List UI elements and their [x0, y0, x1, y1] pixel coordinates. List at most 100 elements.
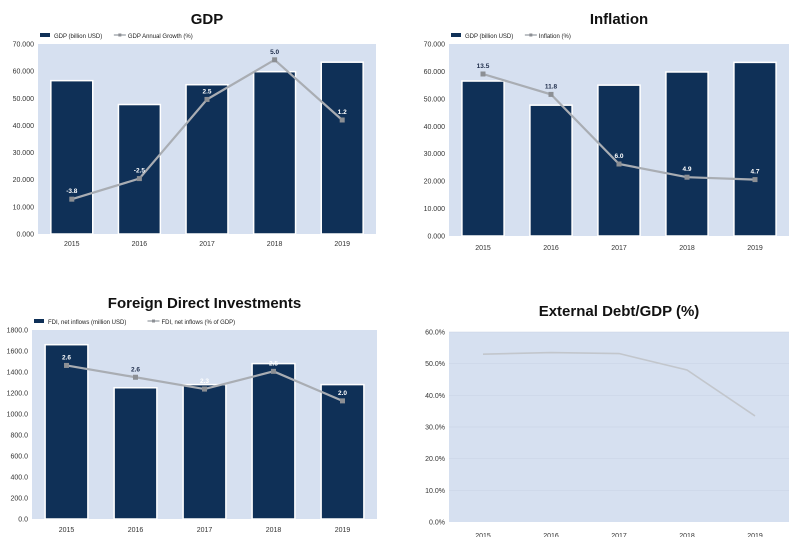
- bar: [252, 70, 297, 235]
- series-line: [482, 351, 756, 417]
- line-marker: [204, 96, 210, 102]
- y-tick-label: 1600.0: [7, 349, 29, 356]
- x-tick-label: 2018: [679, 533, 695, 537]
- bar: [320, 383, 365, 520]
- line-marker: [548, 91, 554, 97]
- bar: [113, 387, 158, 520]
- bar: [117, 103, 162, 235]
- legend-label: FDI, net inflows (million USD): [48, 320, 126, 326]
- y-tick-label: 400.0: [10, 475, 28, 482]
- y-tick-label: 10.000: [13, 204, 35, 211]
- data-label: 2.6: [131, 366, 140, 373]
- line-marker: [339, 117, 345, 123]
- line-marker: [133, 374, 138, 380]
- chart-title: Inflation: [590, 11, 648, 28]
- y-tick-label: 40.000: [424, 124, 446, 131]
- data-label: 2.6: [62, 354, 71, 361]
- bar: [185, 83, 229, 235]
- line-marker: [752, 177, 758, 183]
- data-label: 1.2: [338, 109, 347, 116]
- data-label: 4.9: [682, 166, 691, 173]
- data-label: 13.5: [477, 63, 490, 70]
- y-tick-label: 60.000: [424, 69, 446, 76]
- x-tick-label: 2015: [59, 527, 75, 534]
- chart-title: GDP: [191, 11, 224, 28]
- y-tick-label: 0.0%: [429, 520, 445, 527]
- x-tick-label: 2018: [266, 527, 282, 534]
- y-tick-label: 1200.0: [7, 391, 29, 398]
- bar: [320, 61, 364, 235]
- y-tick-label: 30.0%: [425, 425, 445, 432]
- y-tick-label: 0.0: [18, 517, 28, 524]
- bar: [461, 80, 505, 237]
- data-label: 11.8: [545, 83, 558, 90]
- legend-label: GDP (billion USD): [465, 34, 513, 40]
- legend-label: Inflation (%): [539, 34, 571, 40]
- legend-label: GDP Annual Growth (%): [128, 34, 193, 40]
- x-tick-label: 2018: [267, 241, 283, 248]
- legend-label: FDI, net inflows (% of GDP): [162, 320, 236, 326]
- bar: [529, 104, 573, 237]
- x-tick-label: 2016: [543, 533, 559, 537]
- x-tick-label: 2019: [334, 241, 350, 248]
- x-tick-label: 2016: [543, 245, 559, 252]
- y-tick-label: 800.0: [10, 433, 28, 440]
- y-tick-label: 600.0: [10, 454, 28, 461]
- x-tick-label: 2016: [128, 527, 144, 534]
- x-tick-label: 2017: [611, 533, 627, 537]
- chart-gdp: GDP 0.000 10.000 20.000 30.000 40.000 50.000 60…: [13, 11, 376, 248]
- line-marker: [480, 71, 486, 77]
- y-tick-label: 1000.0: [7, 412, 29, 419]
- line-marker: [64, 362, 69, 368]
- line-marker: [616, 161, 622, 167]
- x-tick-label: 2015: [475, 245, 491, 252]
- y-tick-label: 30.000: [13, 150, 35, 157]
- x-tick-label: 2017: [199, 241, 215, 248]
- y-tick-label: 50.0%: [425, 361, 445, 368]
- y-tick-label: 10.0%: [425, 488, 445, 495]
- legend-marker: [152, 319, 155, 323]
- bar: [733, 61, 777, 237]
- y-tick-label: 50.000: [13, 96, 35, 103]
- bar: [182, 383, 227, 520]
- x-tick-label: 2015: [475, 533, 491, 537]
- data-label: 2.5: [202, 88, 211, 95]
- y-tick-label: 70.000: [424, 42, 446, 49]
- data-label: -3.8: [66, 188, 78, 195]
- y-tick-label: 70.000: [13, 42, 35, 49]
- y-tick-label: 1800.0: [7, 328, 29, 335]
- x-tick-label: 2016: [132, 241, 148, 248]
- chart-title: External Debt/GDP (%): [539, 303, 700, 320]
- bar: [50, 79, 94, 235]
- chart-debt: External Debt/GDP (%) 0.0% 10.0% 20.0% 30.0%…: [425, 303, 789, 537]
- data-label: 2.3: [200, 378, 209, 385]
- data-label: 4.7: [750, 169, 759, 176]
- line-marker: [69, 196, 75, 202]
- legend-label: GDP (billion USD): [54, 34, 102, 40]
- data-label: 6.0: [614, 153, 623, 160]
- line-marker: [272, 57, 278, 63]
- y-tick-label: 20.000: [424, 179, 446, 186]
- y-tick-label: 30.000: [424, 151, 446, 158]
- chart-fdi: Foreign Direct Investments 0.0 200.0 400.0 6…: [7, 295, 377, 534]
- legend-swatch: [451, 33, 461, 37]
- x-tick-label: 2019: [747, 533, 763, 537]
- y-tick-label: 0.000: [16, 232, 34, 239]
- y-tick-label: 40.000: [13, 123, 35, 130]
- line-marker: [202, 386, 207, 392]
- x-tick-label: 2019: [335, 527, 351, 534]
- y-tick-label: 20.0%: [425, 456, 445, 463]
- line-marker: [136, 176, 142, 182]
- data-label: 5.0: [270, 49, 279, 56]
- y-tick-label: 60.0%: [425, 330, 445, 337]
- bar: [44, 343, 89, 520]
- chart-inflation: Inflation 0.000 10.000 20.000 30.000 40.000 50…: [424, 11, 789, 252]
- x-tick-label: 2017: [197, 527, 213, 534]
- data-label: 2.5: [269, 360, 278, 367]
- line-marker: [271, 368, 276, 374]
- bar: [251, 362, 296, 520]
- x-tick-label: 2018: [679, 245, 695, 252]
- data-label: -2.5: [134, 168, 146, 175]
